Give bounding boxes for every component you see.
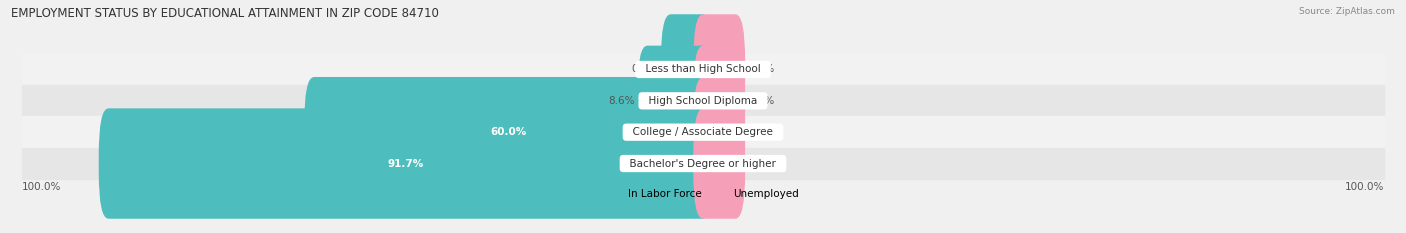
Text: 0.0%: 0.0% (748, 158, 775, 168)
Bar (22, 54, 1384, 85)
Text: College / Associate Degree: College / Associate Degree (626, 127, 780, 137)
Text: Less than High School: Less than High School (638, 65, 768, 75)
Text: 100.0%: 100.0% (1344, 182, 1384, 192)
FancyBboxPatch shape (98, 108, 713, 219)
FancyBboxPatch shape (693, 46, 745, 156)
Text: Source: ZipAtlas.com: Source: ZipAtlas.com (1299, 7, 1395, 16)
Text: 91.7%: 91.7% (388, 158, 423, 168)
Bar (22, 85, 1384, 116)
FancyBboxPatch shape (693, 108, 745, 219)
Text: Bachelor's Degree or higher: Bachelor's Degree or higher (623, 158, 783, 168)
Bar (22, 116, 1384, 148)
FancyBboxPatch shape (661, 14, 713, 125)
FancyBboxPatch shape (693, 14, 745, 125)
Text: 60.0%: 60.0% (491, 127, 527, 137)
Text: 0.0%: 0.0% (748, 127, 775, 137)
FancyBboxPatch shape (637, 46, 713, 156)
FancyBboxPatch shape (693, 77, 745, 187)
Text: 100.0%: 100.0% (22, 182, 62, 192)
Legend: In Labor Force, Unemployed: In Labor Force, Unemployed (603, 185, 803, 203)
Text: 0.0%: 0.0% (631, 65, 658, 75)
Text: High School Diploma: High School Diploma (643, 96, 763, 106)
Text: EMPLOYMENT STATUS BY EDUCATIONAL ATTAINMENT IN ZIP CODE 84710: EMPLOYMENT STATUS BY EDUCATIONAL ATTAINM… (11, 7, 439, 20)
FancyBboxPatch shape (304, 77, 713, 187)
Bar (22, 148, 1384, 179)
Text: 0.0%: 0.0% (748, 65, 775, 75)
Text: 8.6%: 8.6% (607, 96, 634, 106)
Text: 0.0%: 0.0% (748, 96, 775, 106)
